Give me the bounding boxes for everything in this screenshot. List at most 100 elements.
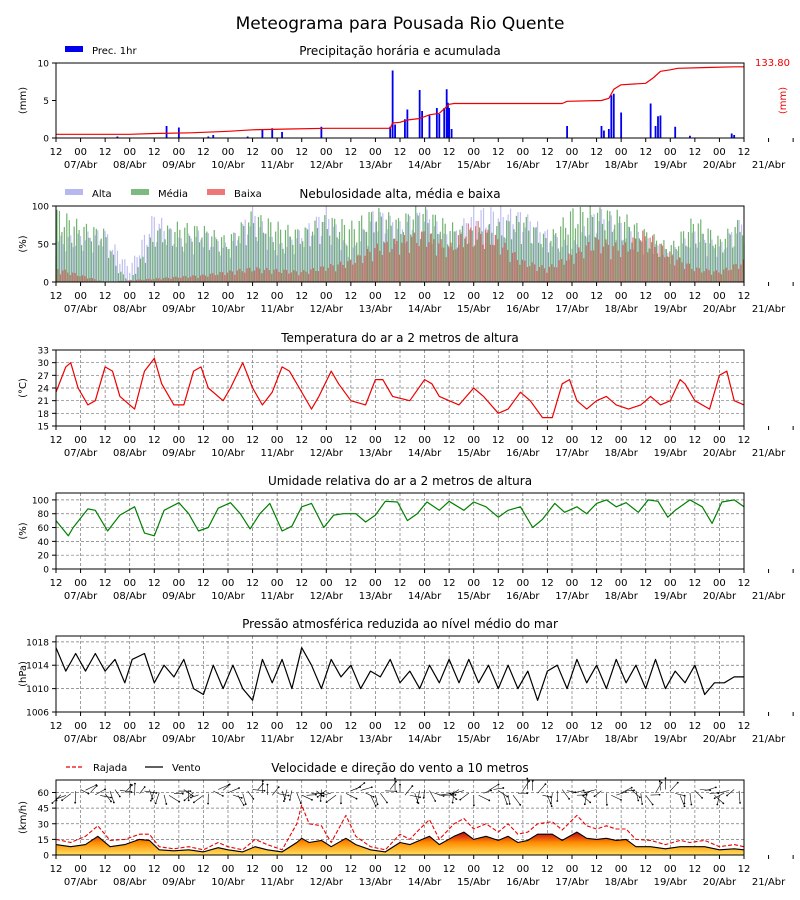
x-day-label-humidity: 08/Abr	[113, 591, 147, 602]
x-hour-label-wind: 00	[123, 864, 136, 875]
x-hour-label-pressure: 12	[541, 721, 554, 732]
x-hour-label-humidity: 00	[566, 578, 579, 589]
cloud-high-bar	[308, 223, 310, 282]
x-day-label-clouds: 18/Abr	[604, 304, 638, 315]
precip-bar	[649, 103, 652, 138]
cloud-high-bar	[200, 239, 202, 282]
wind-direction-arrow-head	[549, 796, 552, 798]
wind-direction-arrow	[380, 793, 388, 803]
cloud-low-bar	[150, 279, 152, 282]
cloud-low-bar	[448, 246, 450, 282]
y-tick-label-pressure: 1018	[26, 638, 49, 648]
precip-bar	[733, 135, 736, 138]
cloud-mid-bar	[343, 224, 346, 282]
cloud-low-bar	[524, 260, 526, 282]
x-day-label-clouds: 13/Abr	[359, 304, 393, 315]
cloud-mid-bar	[663, 240, 665, 282]
cloud-mid-bar	[476, 239, 478, 282]
precip-bar	[566, 126, 568, 138]
wind-direction-arrow	[61, 793, 71, 801]
x-hour-label-temperature: 12	[394, 435, 407, 446]
wind-direction-arrow-head	[129, 783, 132, 786]
wind-direction-arrow-head	[583, 803, 586, 806]
y-axis-label-clouds: (%)	[18, 235, 29, 252]
cloud-mid-bar	[432, 214, 434, 282]
cloud-mid-bar	[223, 235, 225, 282]
cloud-mid-bar	[550, 240, 552, 282]
cloud-low-bar	[197, 278, 199, 282]
cloud-low-bar	[386, 241, 388, 282]
precip-bar	[730, 133, 733, 138]
cloud-mid-bar	[427, 223, 429, 282]
cloud-mid-bar	[356, 242, 358, 282]
y-tick-label-temperature: 27	[38, 372, 49, 382]
cloud-mid-bar	[697, 223, 699, 282]
cloud-low-bar	[202, 274, 204, 282]
x-hour-label-humidity: 00	[369, 578, 382, 589]
x-hour-label-humidity: 00	[516, 578, 529, 589]
x-hour-label-pressure: 12	[492, 721, 505, 732]
cloud-low-bar	[642, 230, 644, 282]
cloud-mid-bar	[326, 229, 328, 282]
cloud-mid-bar	[741, 235, 744, 282]
cloud-mid-bar	[712, 245, 714, 282]
plot-frame-temperature	[55, 349, 745, 427]
wind-direction-arrow-head	[320, 794, 323, 797]
cloud-mid-bar	[547, 252, 550, 282]
cloud-mid-bar	[474, 245, 476, 282]
x-hour-label-clouds: 00	[664, 291, 677, 302]
cloud-low-bar	[89, 278, 91, 282]
wind-direction-arrow-head	[526, 777, 529, 780]
wind-direction-arrow	[429, 790, 436, 802]
cloud-low-bar	[239, 268, 241, 282]
cloud-low-bar	[285, 269, 288, 282]
wind-direction-arrow	[365, 792, 374, 798]
cloud-high-bar	[97, 230, 99, 282]
x-hour-label-pressure: 00	[271, 721, 284, 732]
precip-bar	[212, 135, 215, 138]
cloud-high-bar	[288, 236, 291, 282]
cloud-low-bar	[320, 266, 322, 282]
cloud-mid-bar	[169, 228, 171, 282]
x-hour-label-wind: 12	[197, 864, 210, 875]
x-hour-label-temperature: 12	[738, 435, 751, 446]
cloud-low-bar	[733, 264, 735, 282]
cloud-high-bar	[684, 238, 686, 282]
cloud-low-bar	[212, 273, 214, 282]
cloud-mid-bar	[189, 235, 191, 282]
wind-direction-arrow-head	[322, 795, 325, 798]
cloud-low-bar	[462, 247, 464, 282]
y-tick-label-precip: 10	[38, 60, 50, 70]
cloud-mid-bar	[420, 239, 422, 282]
cloud-mid-bar	[393, 238, 395, 282]
wind-direction-arrow	[584, 793, 588, 805]
wind-direction-arrow-head	[266, 783, 269, 786]
wind-direction-arrow	[114, 789, 121, 797]
y-tick-label-clouds: 0	[43, 279, 49, 289]
wind-direction-arrow-head	[277, 786, 280, 789]
cloud-high-bar	[84, 240, 87, 282]
wind-direction-arrow-head	[283, 800, 285, 802]
x-day-label-pressure: 07/Abr	[64, 734, 98, 745]
x-day-label-clouds: 21/Abr	[752, 304, 786, 315]
cloud-low-bar	[534, 264, 536, 282]
wind-direction-arrow-head	[394, 780, 397, 783]
x-day-label-precip: 17/Abr	[555, 160, 589, 171]
cloud-high-bar	[726, 247, 728, 282]
gust-line	[55, 804, 745, 851]
wind-direction-arrow-head	[633, 789, 635, 792]
cloud-low-bar	[612, 246, 614, 282]
cloud-mid-bar	[724, 238, 726, 282]
cloud-high-bar	[168, 229, 170, 282]
cloud-low-bar	[354, 263, 356, 282]
x-hour-label-wind: 12	[738, 864, 751, 875]
cloud-high-bar	[509, 208, 512, 282]
cloud-low-bar	[332, 265, 334, 282]
wind-direction-arrow-head	[676, 781, 679, 784]
x-hour-label-precip: 00	[664, 147, 677, 158]
cloud-low-bar	[72, 272, 74, 282]
cloud-low-bar	[538, 267, 541, 282]
wind-direction-arrow-head	[606, 803, 608, 806]
cloud-low-bar	[425, 246, 428, 282]
cloud-low-bar	[511, 252, 514, 282]
